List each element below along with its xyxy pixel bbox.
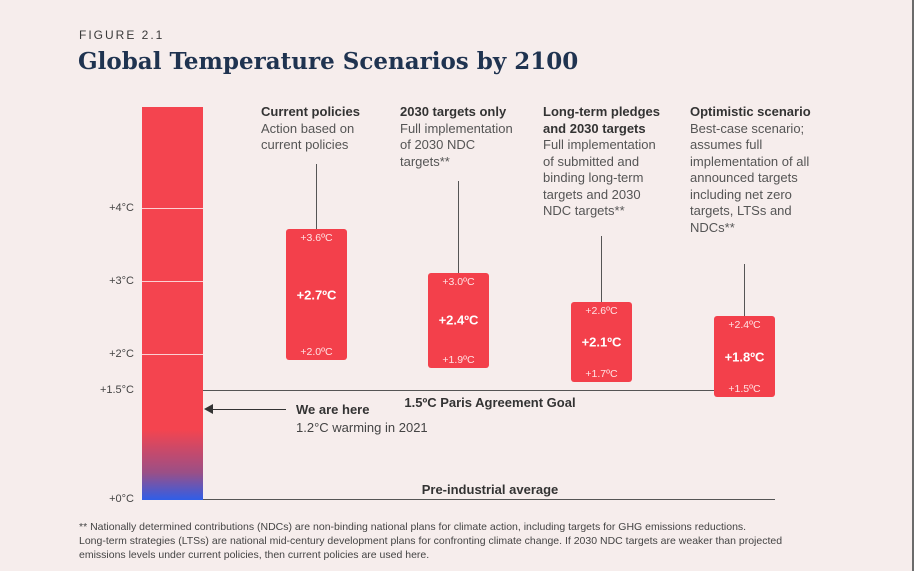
chart-title: Global Temperature Scenarios by 2100 [78,48,579,75]
scenario-mid-label: +2.4ºC [438,312,479,328]
y-tick-label: +4°C [109,202,134,214]
footnote-line: Long-term strategies (LTSs) are national… [79,535,783,547]
y-tick-label: +0°C [109,493,134,505]
scenario-high-label: +2.6ºC [585,304,618,317]
scenario-low-label: +1.9ºC [442,353,475,366]
footnote-line: ** Nationally determined contributions (… [79,521,747,533]
scenario-range-bar: +3.6ºC +2.7ºC +2.0ºC [286,229,347,361]
scenario-title: Optimistic scenario [690,104,811,119]
current-marker-subtitle: 1.2°C warming in 2021 [296,420,428,435]
scenario-range-bar: +3.0ºC +2.4ºC +1.9ºC [428,272,489,368]
scenario-title: 2030 targets only [400,104,507,119]
scenario-range-bar: +2.6ºC +2.1ºC +1.7ºC [571,301,632,383]
figure-label: FIGURE 2.1 [79,28,165,42]
scenario-mid-label: +2.7ºC [296,287,337,303]
scenario-title: Long-term pledges and 2030 targets [543,104,661,136]
pre-industrial-line [203,499,775,500]
temperature-scale-bar [142,107,203,500]
scale-bar-tick [142,280,203,282]
scenario-header: Optimistic scenario Best-case scenario; a… [690,104,815,236]
scenario-leader-line [744,264,745,317]
current-marker-line [210,409,286,410]
scale-bar-tick [142,208,203,209]
scenario-mid-label: +2.1ºC [581,334,622,350]
y-tick-label: +2°C [109,347,134,360]
pre-industrial-label: Pre-industrial average [421,482,559,497]
y-tick-label: +3°C [109,274,134,287]
paris-goal-label: 1.5ºC Paris Agreement Goal [404,394,576,410]
current-marker-title: We are here [296,402,370,417]
scenario-high-label: +2.4ºC [728,319,761,332]
scenario-high-label: +3.6ºC [300,232,333,245]
scenario-mid-label: +1.8ºC [724,349,765,365]
scenario-low-label: +1.5ºC [728,382,761,395]
scenario-range-bar: +2.4ºC +1.8ºC +1.5ºC [714,316,775,397]
page-border [912,0,914,571]
footnote: ** Nationally determined contributions (… [79,520,839,562]
scenario-low-label: +1.7ºC [585,368,618,381]
scenario-low-label: +2.0ºC [300,346,333,359]
scenario-description: Action based on current policies [261,120,355,153]
paris-goal-line [203,389,775,391]
scenario-leader-line [601,236,602,302]
scenario-high-label: +3.0ºC [442,275,475,288]
scenario-description: Full implementation of submitted and bin… [543,137,656,218]
scenario-header: Current policies Action based on current … [261,104,386,154]
scenario-header: Long-term pledges and 2030 targets Full i… [543,104,668,220]
scenario-leader-line [316,164,317,230]
scenario-header: 2030 targets only Full implementation of … [400,104,525,170]
scenario-title: Current policies [261,104,360,119]
footnote-line: emissions levels under current policies,… [79,549,430,561]
scenario-description: Best-case scenario; assumes full impleme… [690,120,810,235]
scenario-leader-line [458,181,459,273]
scenario-description: Full implementation of 2030 NDC targets*… [400,120,513,169]
y-tick-label: +1.5°C [99,383,134,396]
arrow-left-icon [204,404,213,414]
scale-bar-tick [142,353,203,355]
